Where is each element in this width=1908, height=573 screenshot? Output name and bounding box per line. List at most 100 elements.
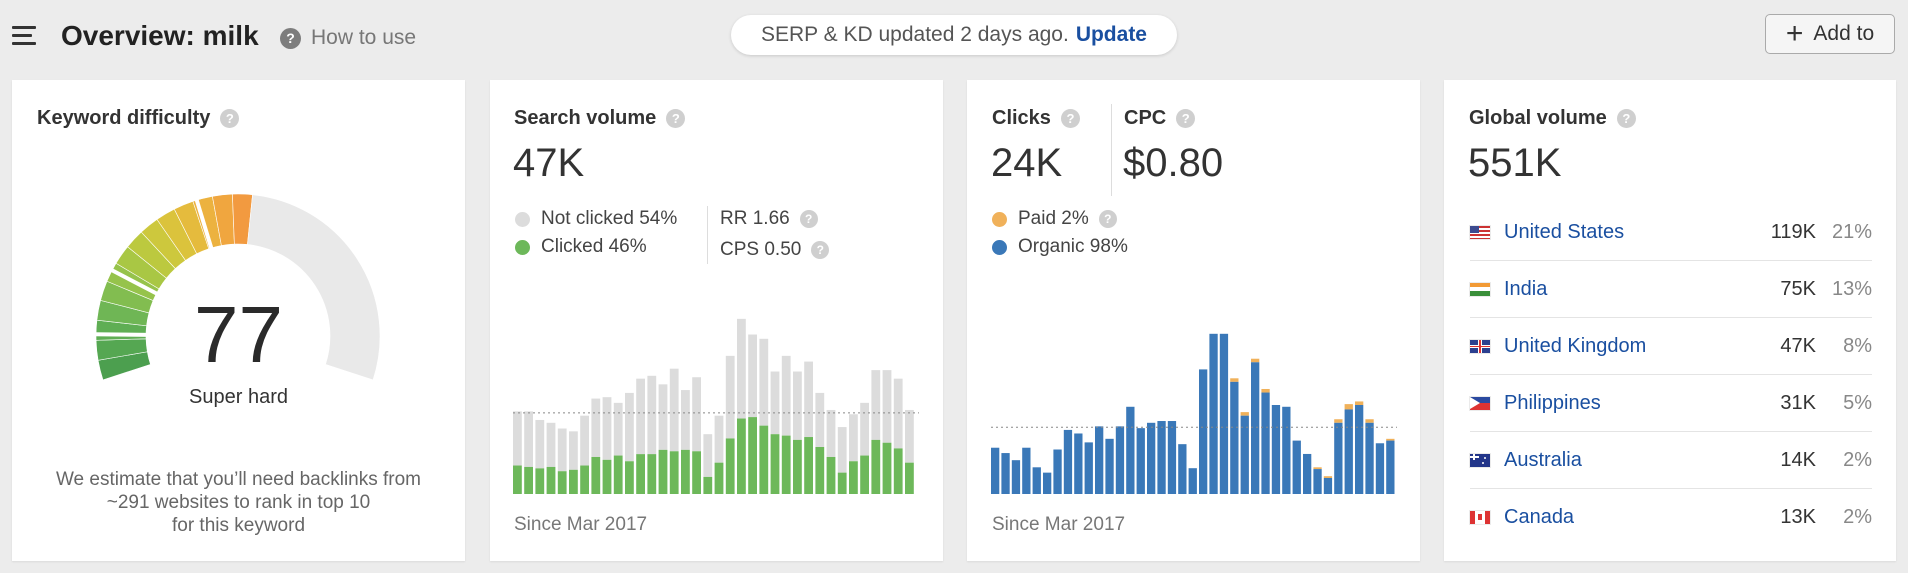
country-name-link[interactable]: Philippines xyxy=(1504,391,1601,414)
bar-organic xyxy=(1001,453,1010,494)
bar-organic xyxy=(1032,467,1041,494)
cpc-help-icon[interactable]: ? xyxy=(1176,109,1196,128)
country-row: India 75K 13% xyxy=(1470,261,1872,318)
bar-not-clicked xyxy=(625,392,634,462)
bar-paid xyxy=(1355,401,1364,405)
sv-help-icon[interactable]: ? xyxy=(666,109,686,128)
country-percentage: 21% xyxy=(1831,220,1872,243)
country-volume: 31K xyxy=(1780,391,1816,414)
bar-clicked xyxy=(602,459,612,494)
cpc-value: $0.80 xyxy=(1123,141,1224,185)
bar-organic xyxy=(1022,447,1031,494)
bar-organic xyxy=(1063,429,1073,494)
australia-flag-icon xyxy=(1470,453,1490,467)
bar-organic xyxy=(1375,443,1385,494)
clicks-cpc-divider xyxy=(1111,104,1112,196)
paid-help-icon[interactable]: ? xyxy=(1098,210,1117,228)
bar-organic xyxy=(1011,460,1021,494)
organic-dot-icon xyxy=(992,239,1007,255)
bar-paid xyxy=(1230,378,1239,382)
country-name-link[interactable]: Canada xyxy=(1504,506,1575,528)
bar-not-clicked xyxy=(871,370,881,440)
bar-clicked xyxy=(893,448,903,494)
bar-not-clicked xyxy=(703,434,713,477)
country-name-link[interactable]: Australia xyxy=(1504,448,1582,471)
bar-organic xyxy=(1167,421,1177,494)
rr-help-icon[interactable]: ? xyxy=(799,210,818,228)
country-row: Philippines 31K 5% xyxy=(1470,375,1872,432)
how-to-use-link[interactable]: ? How to use xyxy=(280,26,416,50)
bar-not-clicked xyxy=(669,368,679,452)
bar-clicked xyxy=(636,454,645,494)
bar-clicked xyxy=(557,471,567,494)
bar-organic xyxy=(1313,469,1322,494)
bar-organic xyxy=(1365,422,1374,494)
kd-gauge-tick xyxy=(109,267,160,297)
india-flag-icon xyxy=(1470,282,1490,296)
bar-clicked xyxy=(658,449,668,494)
bar-not-clicked xyxy=(591,398,601,457)
help-icon: ? xyxy=(280,27,301,49)
organic-label: Organic 98% xyxy=(1018,236,1128,257)
bar-clicked xyxy=(781,435,791,494)
bar-clicked xyxy=(625,461,634,494)
clicks-help-icon[interactable]: ? xyxy=(1060,109,1080,128)
cps-help-icon[interactable]: ? xyxy=(811,241,830,259)
bar-clicked xyxy=(669,451,679,494)
kd-gauge-tick xyxy=(194,197,214,251)
cpc-card-title: CPC ? xyxy=(1124,107,1196,130)
gv-card-title: Global volume ? xyxy=(1469,107,1636,130)
add-to-label: Add to xyxy=(1813,22,1875,45)
add-to-button[interactable]: + Add to xyxy=(1765,14,1895,54)
bar-not-clicked xyxy=(714,415,724,463)
bar-organic xyxy=(1271,405,1281,494)
bar-organic xyxy=(1178,444,1187,494)
hamburger-menu-icon[interactable] xyxy=(12,26,36,46)
bar-not-clicked xyxy=(636,378,645,455)
bar-not-clicked xyxy=(613,402,623,456)
bar-organic xyxy=(1230,381,1239,494)
bar-not-clicked xyxy=(557,428,567,472)
bar-clicked xyxy=(882,442,892,494)
country-name-link[interactable]: United Kingdom xyxy=(1504,334,1647,357)
legend-not-clicked: Not clicked 54% xyxy=(515,208,677,230)
serp-status-text: SERP & KD updated 2 days ago. xyxy=(761,23,1069,46)
bar-clicked xyxy=(737,418,746,494)
country-row: Australia 14K 2% xyxy=(1470,432,1872,489)
country-name-link[interactable]: India xyxy=(1504,277,1548,300)
legend-paid: Paid 2% ? xyxy=(992,208,1117,230)
bar-paid xyxy=(1365,419,1374,423)
bar-clicked xyxy=(793,439,802,494)
bar-clicked xyxy=(826,456,836,494)
bar-organic xyxy=(1303,453,1312,494)
kd-card-title: Keyword difficulty ? xyxy=(37,107,240,130)
bar-organic xyxy=(1095,426,1104,494)
kd-help-icon[interactable]: ? xyxy=(220,109,240,128)
not-clicked-label: Not clicked 54% xyxy=(541,208,678,229)
global-volume-card xyxy=(1444,80,1896,561)
bar-organic xyxy=(991,447,1000,494)
bar-not-clicked xyxy=(770,371,780,435)
bar-organic xyxy=(1188,468,1197,494)
bar-organic xyxy=(1043,472,1052,494)
country-row: United States 119K 21% xyxy=(1470,204,1872,261)
bar-organic xyxy=(1386,440,1395,494)
kd-desc-line-2: ~291 websites to rank in top 10 xyxy=(106,492,371,513)
clicks-card-title: Clicks ? xyxy=(992,107,1080,130)
bar-not-clicked xyxy=(569,431,578,470)
sv-divider xyxy=(707,206,708,264)
cps-label: CPS 0.50 xyxy=(720,239,802,260)
gv-help-icon[interactable]: ? xyxy=(1616,109,1636,128)
bar-paid xyxy=(1334,419,1343,423)
philippines-flag-icon xyxy=(1470,396,1490,410)
kd-gauge-tick xyxy=(93,332,149,337)
bar-clicked xyxy=(513,465,522,494)
country-name-link[interactable]: United States xyxy=(1504,220,1625,243)
bar-paid xyxy=(1240,412,1249,416)
bar-paid xyxy=(1344,404,1353,410)
country-percentage: 13% xyxy=(1831,277,1872,300)
bar-clicked xyxy=(569,469,578,494)
bar-organic xyxy=(1282,406,1291,494)
update-link[interactable]: Update xyxy=(1075,23,1147,46)
bar-clicked xyxy=(692,451,701,494)
